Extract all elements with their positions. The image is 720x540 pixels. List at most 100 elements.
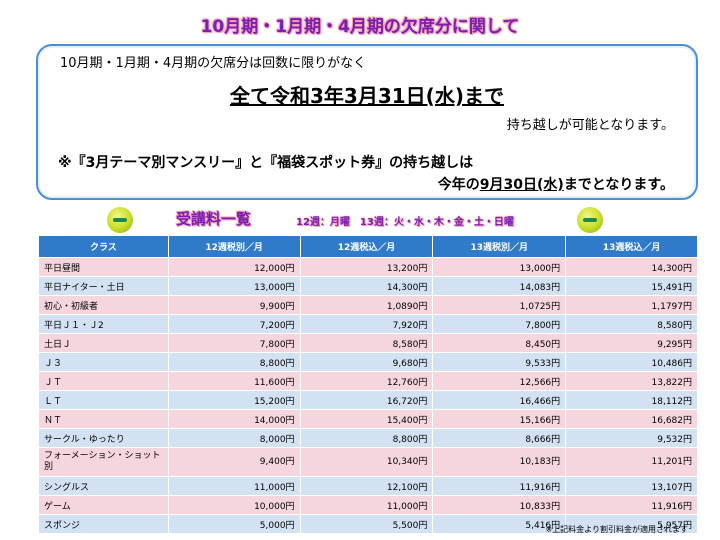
price-cell: 9,680円 [299, 352, 434, 372]
price-cell: 13,200円 [299, 257, 434, 277]
notice-exception-deadline: 今年の9月30日(水)までとなります。 [438, 174, 674, 194]
price-cell: 11,000円 [167, 476, 301, 496]
table-header-row: クラス 12週税別／月 12週税込／月 13週税別／月 13週税込／月 [38, 235, 698, 258]
class-name-cell: 平日Ｊ１・Ｊ2 [38, 314, 169, 334]
price-cell: 11,600円 [167, 371, 301, 391]
price-cell: 13,107円 [565, 476, 698, 496]
price-cell: 11,000円 [299, 495, 434, 515]
price-cell: 1,0890円 [299, 295, 434, 315]
price-cell: 15,491円 [565, 276, 698, 296]
header-13w-excl: 13週税別／月 [432, 235, 567, 258]
header-12w-excl: 12週税別／月 [167, 235, 301, 258]
price-cell: 15,200円 [167, 390, 301, 410]
class-name-cell: サークル・ゆったり [38, 428, 169, 448]
table-row: ＮＴ 14,000円 15,400円 15,166円 16,682円 [38, 409, 698, 429]
price-cell: 14,083円 [432, 276, 567, 296]
notice-exception: ※『3月テーマ別マンスリー』と『福袋スポット券』の持ち越しは [58, 155, 474, 171]
price-cell: 8,580円 [299, 333, 434, 353]
notice-line-3: 持ち越しが可能となります。 [506, 118, 674, 133]
price-cell: 11,916円 [432, 476, 567, 496]
price-cell: 7,920円 [299, 314, 434, 334]
class-name-cell: 初心・初級者 [38, 295, 169, 315]
class-name-cell: ゲーム [38, 495, 169, 515]
price-cell: 5,500円 [299, 514, 434, 534]
notice-line5-date: 9月30日(水) [479, 177, 564, 193]
price-cell: 9,533円 [432, 352, 567, 372]
notice-box: 10月期・1月期・4月期の欠席分は回数に限りがなく 全て令和3年3月31日(水)… [36, 44, 698, 200]
table-row: 平日昼間 12,000円 13,200円 13,000円 14,300円 [38, 257, 698, 277]
price-cell: 13,000円 [167, 276, 301, 296]
footnote: ※上記料金より割引料金が適用されます [545, 525, 688, 534]
notice-line5-prefix: 今年の [437, 177, 480, 193]
price-cell: 1,1797円 [565, 295, 698, 315]
table-row: 平日ナイター・土日 13,000円 14,300円 14,083円 15,491円 [38, 276, 698, 296]
price-cell: 16,466円 [432, 390, 567, 410]
price-cell: 13,822円 [565, 371, 698, 391]
price-cell: 16,720円 [299, 390, 434, 410]
table-row: Ｊ３ 8,800円 9,680円 9,533円 10,486円 [38, 352, 698, 372]
price-cell: 12,100円 [299, 476, 434, 496]
price-cell: 8,450円 [432, 333, 567, 353]
class-name-cell: ＪＴ [38, 371, 169, 391]
fee-table: クラス 12週税別／月 12週税込／月 13週税別／月 13週税込／月 平日昼間… [38, 235, 698, 534]
price-cell: 15,400円 [299, 409, 434, 429]
price-cell: 5,000円 [167, 514, 301, 534]
price-cell: 10,183円 [432, 447, 567, 477]
price-cell: 8,800円 [299, 428, 434, 448]
price-cell: 10,340円 [299, 447, 434, 477]
table-row: サークル・ゆったり 8,000円 8,800円 8,666円 9,532円 [38, 428, 698, 448]
price-cell: 14,000円 [167, 409, 301, 429]
header-13w-incl: 13週税込／月 [565, 235, 698, 258]
price-cell: 8,800円 [167, 352, 301, 372]
table-row: スポンジ 5,000円 5,500円 5,416円 5,957円 [38, 514, 698, 534]
price-cell: 18,112円 [565, 390, 698, 410]
notice-line5-suffix: までとなります。 [563, 177, 674, 193]
class-name-cell: Ｊ３ [38, 352, 169, 372]
price-cell: 9,900円 [167, 295, 301, 315]
price-cell: 12,760円 [299, 371, 434, 391]
price-cell: 14,300円 [299, 276, 434, 296]
price-cell: 16,682円 [565, 409, 698, 429]
price-cell: 1,0725円 [432, 295, 567, 315]
table-row: ＬＴ 15,200円 16,720円 16,466円 18,112円 [38, 390, 698, 410]
table-row: 土日Ｊ 7,800円 8,580円 8,450円 9,295円 [38, 333, 698, 353]
price-cell: 10,000円 [167, 495, 301, 515]
price-cell: 9,295円 [565, 333, 698, 353]
table-row: シングルス 11,000円 12,100円 11,916円 13,107円 [38, 476, 698, 496]
price-cell: 13,000円 [432, 257, 567, 277]
price-cell: 7,200円 [167, 314, 301, 334]
class-name-cell: 平日昼間 [38, 257, 169, 277]
table-row: ＪＴ 11,600円 12,760円 12,566円 13,822円 [38, 371, 698, 391]
class-name-cell: スポンジ [38, 514, 169, 534]
tennis-ball-icon [107, 207, 133, 233]
fee-list-subtitle: 12週：月曜 13週：火・水・木・金・土・日曜 [296, 217, 514, 228]
price-cell: 9,400円 [167, 447, 301, 477]
price-cell: 10,833円 [432, 495, 567, 515]
table-row: 平日Ｊ１・Ｊ2 7,200円 7,920円 7,800円 8,580円 [38, 314, 698, 334]
price-cell: 8,666円 [432, 428, 567, 448]
price-cell: 5,416円 [432, 514, 567, 534]
class-name-cell: シングルス [38, 476, 169, 496]
header-12w-incl: 12週税込／月 [299, 235, 434, 258]
price-cell: 5,957円 [565, 514, 698, 534]
page-title: 10月期・1月期・4月期の欠席分に関して [200, 17, 520, 37]
table-row: 初心・初級者 9,900円 1,0890円 1,0725円 1,1797円 [38, 295, 698, 315]
class-name-cell: 平日ナイター・土日 [38, 276, 169, 296]
price-cell: 15,166円 [432, 409, 567, 429]
price-cell: 11,201円 [565, 447, 698, 477]
tennis-ball-icon [577, 207, 603, 233]
price-cell: 7,800円 [167, 333, 301, 353]
price-cell: 8,580円 [565, 314, 698, 334]
class-name-cell: ＮＴ [38, 409, 169, 429]
notice-line-1: 10月期・1月期・4月期の欠席分は回数に限りがなく [60, 56, 367, 71]
notice-deadline: 全て令和3年3月31日(水)まで [230, 84, 504, 108]
class-name-cell: 土日Ｊ [38, 333, 169, 353]
price-cell: 11,916円 [565, 495, 698, 515]
price-cell: 9,532円 [565, 428, 698, 448]
price-cell: 12,000円 [167, 257, 301, 277]
price-cell: 10,486円 [565, 352, 698, 372]
price-cell: 12,566円 [432, 371, 567, 391]
fee-list-title: 受講料一覧 [176, 210, 252, 228]
price-cell: 7,800円 [432, 314, 567, 334]
table-row: ゲーム 10,000円 11,000円 10,833円 11,916円 [38, 495, 698, 515]
